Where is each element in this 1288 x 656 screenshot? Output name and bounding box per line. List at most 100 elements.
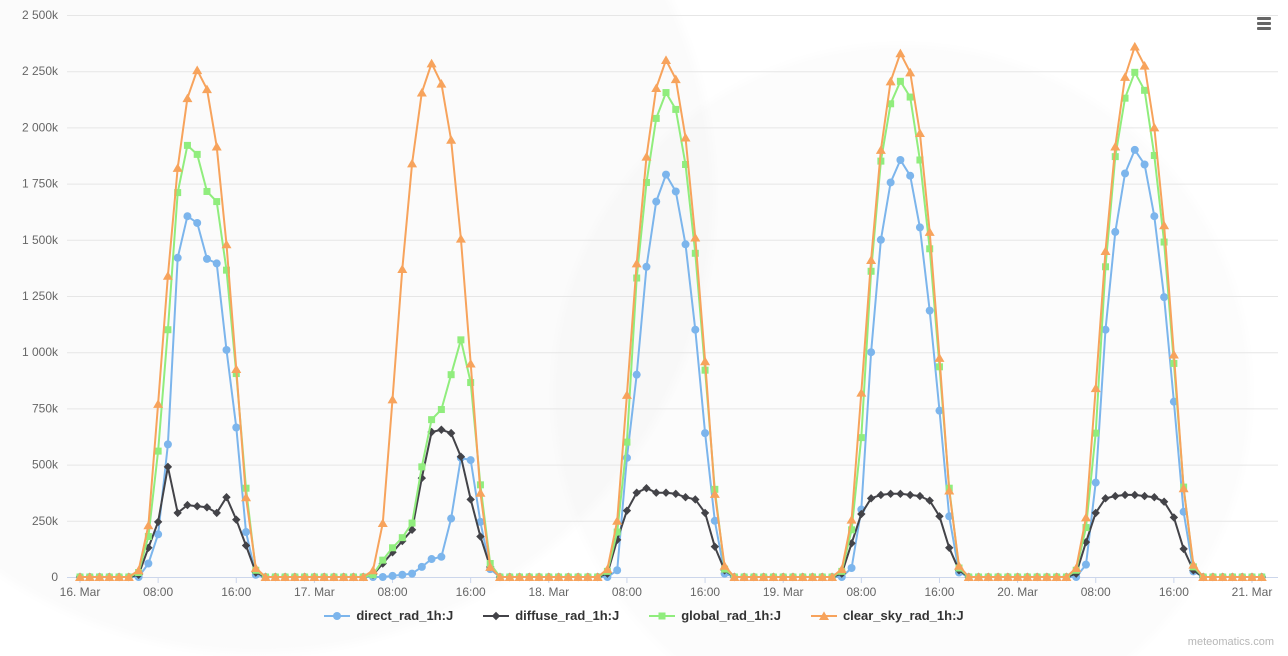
- marker-triangle-clear_sky_rad_1h:J: [338, 572, 349, 581]
- marker-square-global_rad_1h:J: [848, 526, 856, 534]
- marker-circle-direct_rad_1h:J: [886, 178, 895, 187]
- chart-context-menu-button[interactable]: [1254, 13, 1274, 33]
- marker-circle-direct_rad_1h:J: [915, 223, 924, 232]
- marker-triangle-clear_sky_rad_1h:J: [133, 565, 144, 575]
- marker-circle-direct_rad_1h:J: [1121, 169, 1130, 178]
- legend-item-diffuse_rad_1h:J[interactable]: diffuse_rad_1h:J: [483, 608, 619, 623]
- marker-triangle-clear_sky_rad_1h:J: [407, 158, 418, 168]
- marker-diamond-diffuse_rad_1h:J: [202, 503, 212, 512]
- marker-diamond-diffuse_rad_1h:J: [1159, 497, 1169, 506]
- marker-square-global_rad_1h:J: [613, 528, 621, 536]
- marker-triangle-clear_sky_rad_1h:J: [934, 353, 945, 362]
- marker-circle-direct_rad_1h:J: [193, 218, 202, 227]
- marker-square-global_rad_1h:J: [1102, 263, 1109, 271]
- marker-diamond-diffuse_rad_1h:J: [925, 496, 934, 505]
- marker-triangle-clear_sky_rad_1h:J: [739, 572, 750, 581]
- marker-circle-direct_rad_1h:J: [1150, 212, 1159, 221]
- marker-triangle-clear_sky_rad_1h:J: [856, 388, 867, 397]
- marker-triangle-clear_sky_rad_1h:J: [485, 562, 496, 571]
- legend-item-global_rad_1h:J[interactable]: global_rad_1h:J: [649, 608, 781, 623]
- marker-diamond-diffuse_rad_1h:J: [691, 495, 700, 504]
- legend-label: clear_sky_rad_1h:J: [842, 608, 964, 623]
- marker-diamond-diffuse_rad_1h:J: [446, 428, 456, 438]
- marker-square-global_rad_1h:J: [408, 519, 416, 527]
- marker-triangle-clear_sky_rad_1h:J: [1178, 483, 1189, 493]
- marker-diamond-diffuse_rad_1h:J: [622, 506, 632, 515]
- marker-circle-direct_rad_1h:J: [613, 566, 622, 575]
- marker-triangle-clear_sky_rad_1h:J: [875, 145, 886, 154]
- x-axis-label: 16:00: [456, 585, 486, 599]
- marker-triangle-clear_sky_rad_1h:J: [700, 356, 711, 366]
- marker-circle-direct_rad_1h:J: [173, 253, 182, 262]
- marker-circle-direct_rad_1h:J: [906, 171, 915, 180]
- marker-circle-direct_rad_1h:J: [163, 440, 172, 449]
- marker-circle-direct_rad_1h:J: [1130, 145, 1139, 154]
- marker-circle-direct_rad_1h:J: [662, 170, 670, 179]
- y-axis-label: 1 250k: [22, 289, 59, 303]
- marker-triangle-clear_sky_rad_1h:J: [416, 87, 427, 97]
- marker-diamond-diffuse_rad_1h:J: [857, 509, 866, 519]
- marker-circle-direct_rad_1h:J: [1091, 478, 1100, 487]
- legend-item-clear_sky_rad_1h:J[interactable]: clear_sky_rad_1h:J: [810, 608, 964, 623]
- marker-diamond-diffuse_rad_1h:J: [935, 512, 944, 521]
- y-axis-label: 2 000k: [22, 120, 59, 134]
- x-axis-label: 08:00: [846, 585, 876, 599]
- x-axis-label: 19. Mar: [763, 585, 804, 599]
- marker-triangle-clear_sky_rad_1h:J: [348, 572, 359, 581]
- marker-triangle-clear_sky_rad_1h:J: [895, 48, 906, 58]
- marker-triangle-clear_sky_rad_1h:J: [368, 565, 378, 575]
- marker-diamond-diffuse_rad_1h:J: [212, 508, 221, 518]
- marker-triangle-clear_sky_rad_1h:J: [84, 572, 95, 581]
- x-axis-label: 17. Mar: [294, 585, 335, 599]
- marker-triangle-clear_sky_rad_1h:J: [1188, 560, 1199, 569]
- marker-diamond-diffuse_rad_1h:J: [1120, 490, 1130, 500]
- marker-triangle-clear_sky_rad_1h:J: [162, 271, 173, 280]
- marker-triangle-clear_sky_rad_1h:J: [1002, 572, 1013, 581]
- chart-legend: direct_rad_1h:J diffuse_rad_1h:J global_ra…: [0, 608, 1288, 623]
- marker-square-global_rad_1h:J: [437, 406, 445, 414]
- marker-triangle-clear_sky_rad_1h:J: [563, 572, 574, 581]
- marker-square-global_rad_1h:J: [1121, 94, 1129, 102]
- marker-circle-direct_rad_1h:J: [935, 406, 944, 415]
- marker-triangle-clear_sky_rad_1h:J: [866, 255, 877, 265]
- marker-diamond-diffuse_rad_1h:J: [671, 489, 680, 499]
- marker-triangle-clear_sky_rad_1h:J: [670, 74, 681, 84]
- marker-triangle-clear_sky_rad_1h:J: [797, 572, 808, 581]
- marker-circle-direct_rad_1h:J: [1081, 560, 1090, 569]
- marker-triangle-clear_sky_rad_1h:J: [299, 572, 310, 581]
- legend-label: diffuse_rad_1h:J: [515, 608, 620, 623]
- marker-triangle-clear_sky_rad_1h:J: [1237, 572, 1248, 581]
- marker-square-global_rad_1h:J: [642, 178, 650, 186]
- marker-triangle-clear_sky_rad_1h:J: [1071, 563, 1082, 573]
- marker-circle-direct_rad_1h:J: [925, 306, 934, 315]
- legend-item-direct_rad_1h:J[interactable]: direct_rad_1h:J: [324, 608, 453, 623]
- marker-square-global_rad_1h:J: [652, 114, 660, 122]
- marker-square-global_rad_1h:J: [144, 533, 152, 541]
- marker-circle-direct_rad_1h:J: [691, 325, 700, 334]
- marker-square-global_rad_1h:J: [662, 89, 670, 97]
- marker-triangle-clear_sky_rad_1h:J: [319, 572, 330, 581]
- marker-triangle-clear_sky_rad_1h:J: [787, 572, 798, 581]
- marker-triangle-clear_sky_rad_1h:J: [1217, 572, 1228, 581]
- marker-square-global_rad_1h:J: [174, 189, 182, 197]
- marker-circle-direct_rad_1h:J: [652, 197, 661, 206]
- marker-triangle-clear_sky_rad_1h:J: [1227, 572, 1238, 581]
- marker-triangle-clear_sky_rad_1h:J: [924, 227, 935, 236]
- marker-diamond-diffuse_rad_1h:J: [945, 543, 954, 552]
- marker-diamond-diffuse_rad_1h:J: [1091, 508, 1100, 518]
- marker-square-global_rad_1h:J: [428, 416, 436, 424]
- marker-triangle-clear_sky_rad_1h:J: [661, 55, 671, 64]
- marker-triangle-clear_sky_rad_1h:J: [680, 132, 691, 142]
- marker-triangle-clear_sky_rad_1h:J: [328, 572, 339, 581]
- marker-triangle-clear_sky_rad_1h:J: [612, 516, 623, 525]
- marker-square-global_rad_1h:J: [916, 156, 924, 164]
- marker-diamond-diffuse_rad_1h:J: [476, 532, 485, 541]
- marker-triangle-clear_sky_rad_1h:J: [1247, 572, 1257, 581]
- marker-triangle-clear_sky_rad_1h:J: [1012, 572, 1023, 581]
- marker-triangle-clear_sky_rad_1h:J: [543, 572, 554, 581]
- marker-triangle-clear_sky_rad_1h:J: [758, 572, 769, 581]
- marker-diamond-diffuse_rad_1h:J: [866, 494, 876, 503]
- marker-square-global_rad_1h:J: [193, 150, 201, 158]
- marker-diamond-diffuse_rad_1h:J: [1140, 491, 1149, 501]
- marker-circle-direct_rad_1h:J: [867, 348, 876, 357]
